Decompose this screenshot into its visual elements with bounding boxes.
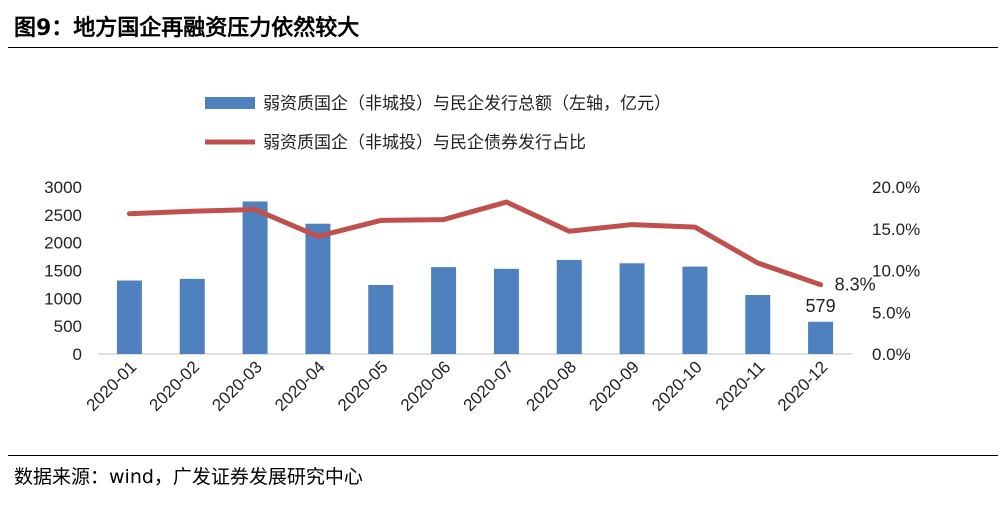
line-series [126,199,824,288]
left-axis-ticks: 0 500 1000 1500 2000 2500 3000 [44,178,82,364]
x-tick-label: 2020-08 [523,357,581,415]
x-tick-label: 2020-05 [334,357,392,415]
right-axis-ticks: 0.0% 5.0% 10.0% 15.0% 20.0% [872,178,920,364]
right-tick-label: 20.0% [872,178,920,197]
x-tick-label: 2020-07 [460,357,518,415]
bar [556,259,582,354]
x-tick-label: 2020-11 [712,357,769,414]
bar [116,280,142,354]
chart: 弱资质国企（非城投）与民企发行总额（左轴，亿元） 弱资质国企（非城投）与民企债券… [44,94,920,415]
x-tick-label: 2020-06 [397,357,455,415]
left-tick-label: 2500 [44,206,82,225]
legend-line-label: 弱资质国企（非城投）与民企债券发行占比 [263,133,586,153]
bar [179,278,205,354]
bar [305,223,331,354]
x-tick-label: 2020-01 [83,357,141,415]
left-tick-label: 3000 [44,178,82,197]
x-tick-label: 2020-04 [271,357,329,415]
share-line [126,199,824,288]
left-tick-label: 1000 [44,289,82,308]
bar [431,267,457,354]
legend: 弱资质国企（非城投）与民企发行总额（左轴，亿元） 弱资质国企（非城投）与民企债券… [205,94,671,153]
figure-title: 图9：地方国企再融资压力依然较大 [14,16,360,41]
bar [493,268,519,354]
legend-bar-swatch [205,97,255,109]
bar [242,201,268,354]
right-tick-label: 10.0% [872,262,920,281]
bar [619,263,645,354]
left-tick-label: 1500 [44,262,82,281]
bar [368,284,394,354]
left-tick-label: 2000 [44,234,82,253]
source-note: 数据来源：wind，广发证券发展研究中心 [14,466,363,488]
bar-series [116,201,834,354]
data-label: 8.3% [835,275,876,295]
bar [682,266,708,354]
x-tick-label: 2020-10 [648,357,706,415]
data-label: 579 [806,296,836,316]
x-axis-ticks: 2020-01 2020-02 2020-03 2020-04 2020-05 2020-… [83,357,832,415]
bottom-rule [8,455,998,456]
top-rule [8,47,998,48]
bar [745,294,771,354]
x-tick-label: 2020-03 [208,357,266,415]
right-tick-label: 5.0% [872,303,911,322]
legend-bar-label: 弱资质国企（非城投）与民企发行总额（左轴，亿元） [263,94,671,114]
bar [808,321,834,354]
left-tick-label: 500 [54,317,82,336]
x-tick-label: 2020-02 [146,357,204,415]
right-tick-label: 0.0% [872,345,911,364]
left-tick-label: 0 [73,345,82,364]
right-tick-label: 15.0% [872,220,920,239]
x-tick-label: 2020-12 [774,357,832,415]
x-tick-label: 2020-09 [585,357,643,415]
